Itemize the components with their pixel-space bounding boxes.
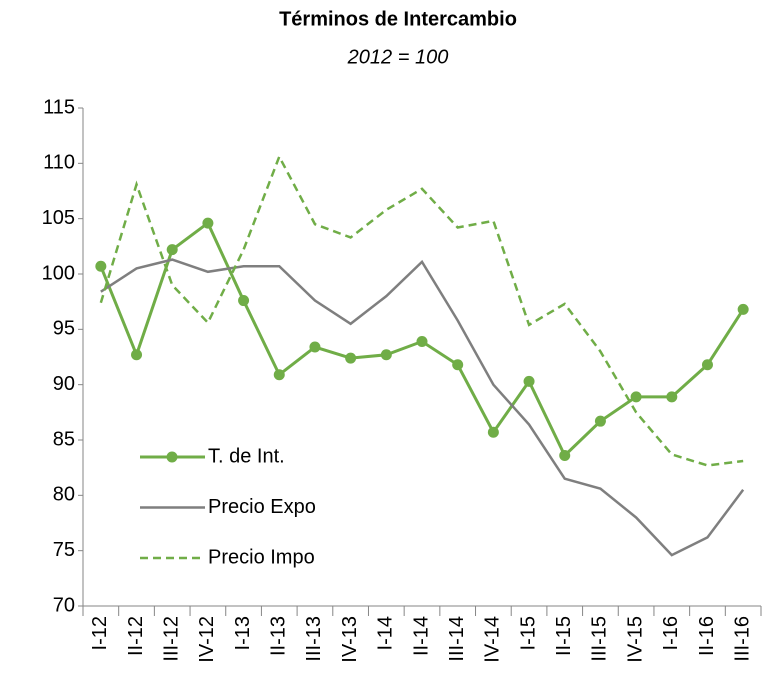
point xyxy=(380,349,392,361)
y-tick-label: 95 xyxy=(53,318,75,340)
point xyxy=(559,449,571,461)
series-line xyxy=(100,258,745,557)
x-tick-label: I-14 xyxy=(375,616,397,650)
point xyxy=(238,295,250,307)
x-tick-label: II-13 xyxy=(268,616,290,656)
point xyxy=(131,349,143,361)
point xyxy=(166,244,178,256)
point xyxy=(452,359,464,371)
point xyxy=(202,217,214,229)
y-tick-label: 110 xyxy=(43,152,75,174)
point xyxy=(523,375,535,387)
point xyxy=(666,391,678,403)
x-tick-label: III-12 xyxy=(160,616,182,662)
x-tick-label: III-14 xyxy=(446,616,468,662)
chart-title: Términos de Intercambio xyxy=(279,8,517,30)
series-line xyxy=(99,153,744,467)
x-tick-label: II-15 xyxy=(553,616,575,656)
point xyxy=(701,359,713,371)
y-tick-label: 105 xyxy=(42,207,75,229)
x-tick-label: II-14 xyxy=(410,616,432,656)
x-tick-label: II-16 xyxy=(696,616,718,656)
y-tick-label: 75 xyxy=(53,539,75,561)
x-tick-label: I-12 xyxy=(89,616,111,650)
legend-label: Precio Impo xyxy=(208,546,315,568)
point xyxy=(737,303,749,315)
y-tick-label: 70 xyxy=(53,594,75,616)
point xyxy=(487,426,499,438)
x-tick-label: I-16 xyxy=(660,616,682,650)
x-tick-label: III-13 xyxy=(303,616,325,662)
x-tick-label: I-15 xyxy=(517,616,539,650)
point xyxy=(630,391,642,403)
point xyxy=(309,341,321,353)
point xyxy=(273,369,285,381)
point xyxy=(95,260,107,272)
legend-label: Precio Expo xyxy=(208,496,316,518)
x-tick-label: IV-13 xyxy=(339,616,361,663)
y-tick-label: 90 xyxy=(53,373,75,395)
legend-label: T. de Int. xyxy=(208,445,285,467)
legend-marker xyxy=(166,451,178,463)
y-tick-label: 85 xyxy=(53,428,75,450)
x-tick-label: III-15 xyxy=(589,616,611,662)
x-tick-label: IV-14 xyxy=(482,616,504,663)
point xyxy=(594,415,606,427)
y-tick-label: 115 xyxy=(43,96,75,118)
x-tick-label: I-13 xyxy=(232,616,254,650)
x-tick-label: III-16 xyxy=(731,616,753,662)
y-tick-label: 80 xyxy=(53,484,75,506)
x-tick-label: IV-12 xyxy=(196,616,218,663)
x-tick-label: II-12 xyxy=(125,616,147,656)
point xyxy=(345,352,357,364)
point xyxy=(416,336,428,348)
x-tick-label: IV-15 xyxy=(624,616,646,663)
y-tick-label: 100 xyxy=(42,262,75,284)
chart-subtitle: 2012 = 100 xyxy=(347,46,449,68)
